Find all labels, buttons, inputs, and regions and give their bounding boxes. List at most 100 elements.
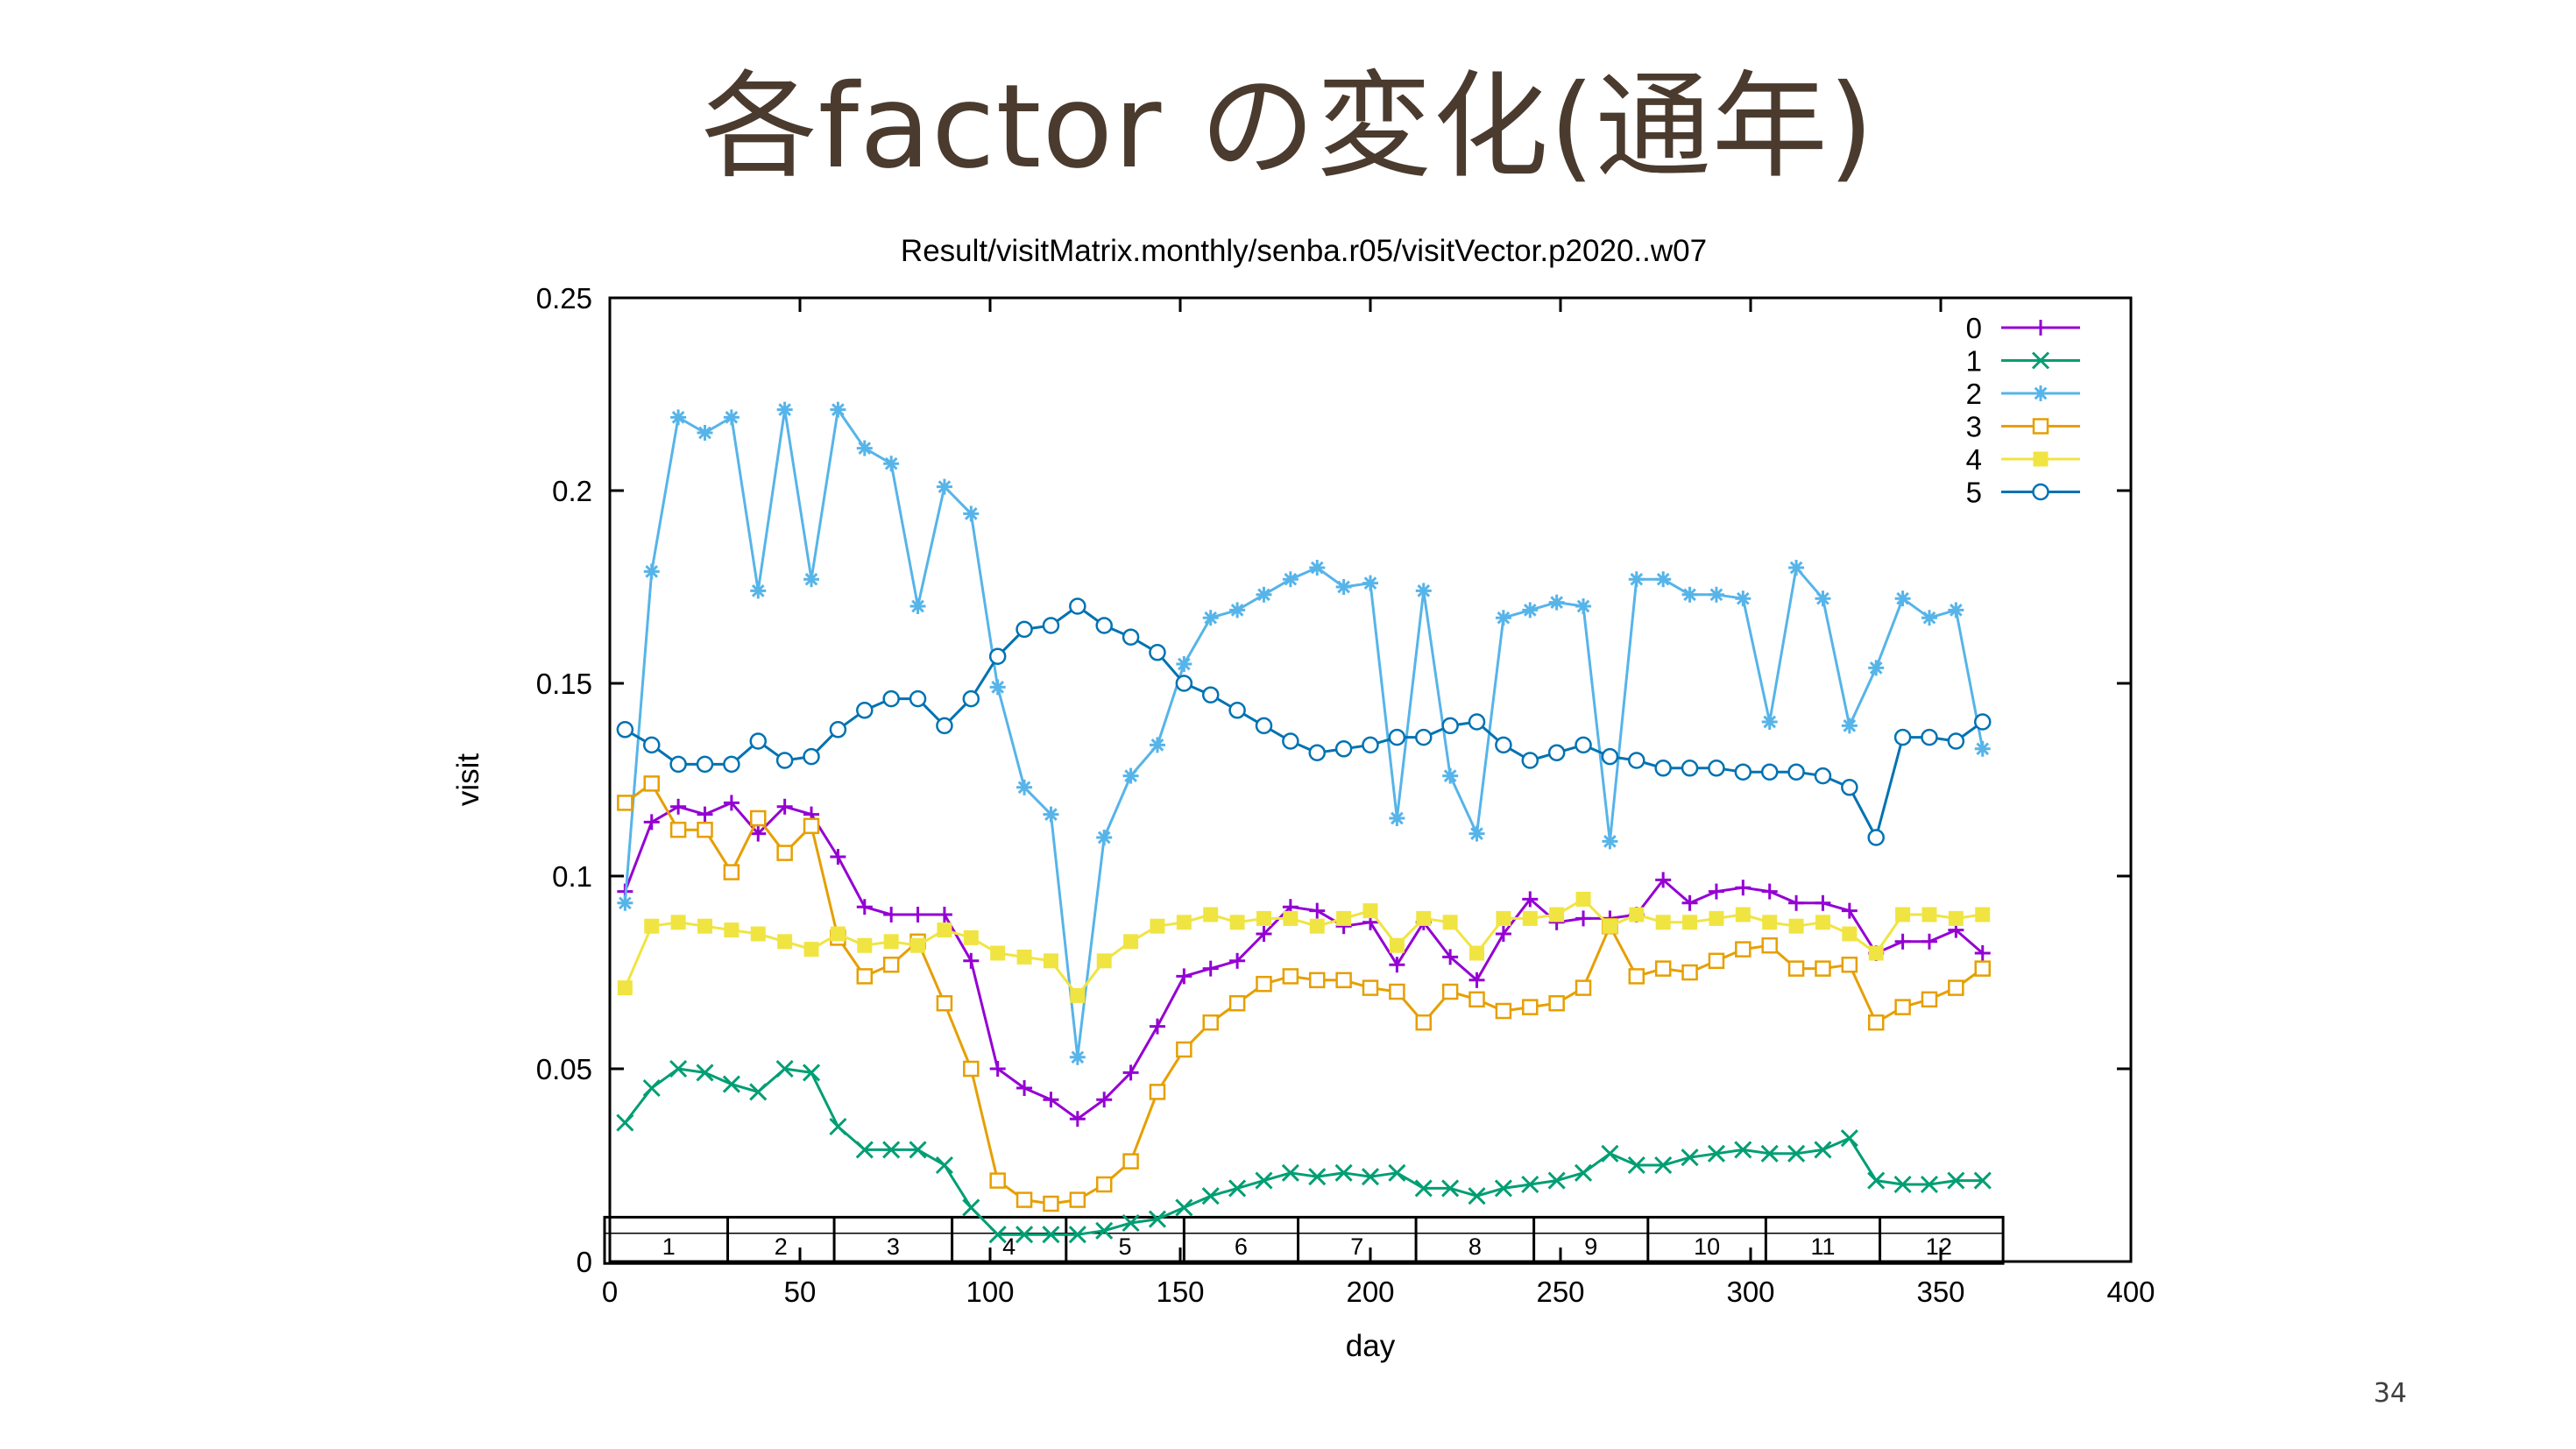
data-point [643, 563, 660, 580]
data-point [909, 907, 926, 922]
month-label: 11 [1810, 1233, 1835, 1260]
data-point [1175, 675, 1193, 692]
series-line [624, 781, 1984, 1205]
data-point [1707, 1144, 1726, 1163]
x-axis-label: day [1346, 1329, 1396, 1363]
data-point [1628, 968, 1645, 985]
data-point [1389, 983, 1405, 1000]
data-point [617, 894, 633, 911]
data-point [1602, 918, 1617, 934]
data-point [1361, 1168, 1380, 1186]
data-point [776, 845, 793, 861]
month-label: 3 [887, 1233, 900, 1260]
data-point [1414, 1179, 1433, 1198]
data-point [1016, 779, 1033, 795]
data-point [1522, 910, 1538, 926]
x-tick-label: 300 [1726, 1276, 1774, 1308]
data-point [1494, 1179, 1512, 1198]
data-point [1309, 902, 1326, 919]
data-point [1043, 806, 1059, 823]
data-point [1709, 910, 1724, 926]
y-axis-label: visit [451, 753, 485, 807]
series-2 [617, 401, 1991, 1065]
data-point [1842, 926, 1858, 942]
data-point [935, 1156, 953, 1175]
data-point [1496, 910, 1511, 926]
data-point [883, 934, 899, 950]
data-point [1388, 1163, 1406, 1182]
data-point [1281, 1163, 1299, 1182]
legend-marker [2032, 418, 2049, 435]
data-point [1948, 602, 1964, 618]
data-point [776, 401, 793, 418]
data-point [1016, 620, 1033, 639]
legend-entry: 1 [1966, 345, 2080, 378]
data-point [1096, 953, 1112, 969]
y-tick-label: 0 [577, 1246, 592, 1278]
data-point [1681, 894, 1698, 911]
data-point [1228, 994, 1246, 1012]
series-lines [616, 401, 1992, 1244]
legend-entry: 2 [1966, 378, 2080, 410]
data-point [1229, 915, 1245, 930]
data-point [856, 968, 874, 985]
data-point [1203, 907, 1219, 922]
data-point [1681, 760, 1699, 777]
data-point [1229, 602, 1246, 618]
data-point [1335, 972, 1352, 989]
data-point [802, 1064, 821, 1082]
data-point [1788, 560, 1805, 576]
data-point [617, 795, 633, 811]
data-point [988, 647, 1007, 665]
legend-entry: 0 [1966, 312, 2080, 344]
data-point [669, 1059, 688, 1078]
legend-label: 4 [1966, 443, 1982, 476]
legend-label: 2 [1966, 378, 1982, 410]
legend-marker [2033, 385, 2049, 401]
data-point [1893, 728, 1912, 746]
data-point [882, 689, 900, 708]
month-label: 1 [662, 1233, 676, 1260]
data-point [669, 821, 687, 838]
data-point [1389, 937, 1405, 953]
data-point [1575, 979, 1592, 996]
data-point [1415, 728, 1433, 746]
series-line [623, 897, 1983, 997]
data-point [1815, 590, 1831, 607]
data-point [1096, 1092, 1113, 1108]
data-point [750, 583, 767, 599]
data-point [1149, 644, 1166, 661]
data-point [1202, 610, 1219, 626]
data-point [1868, 660, 1885, 676]
data-point [616, 721, 634, 739]
data-point [1761, 714, 1778, 730]
data-point [1760, 1144, 1779, 1163]
month-label: 7 [1350, 1233, 1363, 1260]
data-point [1547, 1171, 1566, 1190]
data-point [1122, 767, 1139, 784]
data-point [1095, 1221, 1114, 1240]
data-point [1468, 991, 1485, 1008]
data-point [1468, 1187, 1486, 1205]
data-point [1893, 1175, 1912, 1194]
data-point [1016, 1080, 1033, 1096]
data-point [1974, 740, 1991, 757]
data-point [1202, 960, 1219, 977]
data-point [1549, 907, 1565, 922]
data-point [830, 926, 846, 942]
data-point [1069, 1111, 1086, 1127]
data-point [856, 702, 874, 719]
data-point [1894, 999, 1911, 1015]
data-point [1495, 736, 1512, 754]
data-point [1973, 1171, 1992, 1190]
data-point [1362, 979, 1379, 996]
data-point [1815, 915, 1830, 930]
data-point [909, 1141, 927, 1159]
data-point [1495, 1002, 1512, 1020]
x-tick-label: 250 [1536, 1276, 1584, 1308]
data-point [1681, 1149, 1699, 1167]
data-point [697, 425, 713, 441]
data-point [830, 401, 846, 418]
x-tick-label: 350 [1916, 1276, 1964, 1308]
